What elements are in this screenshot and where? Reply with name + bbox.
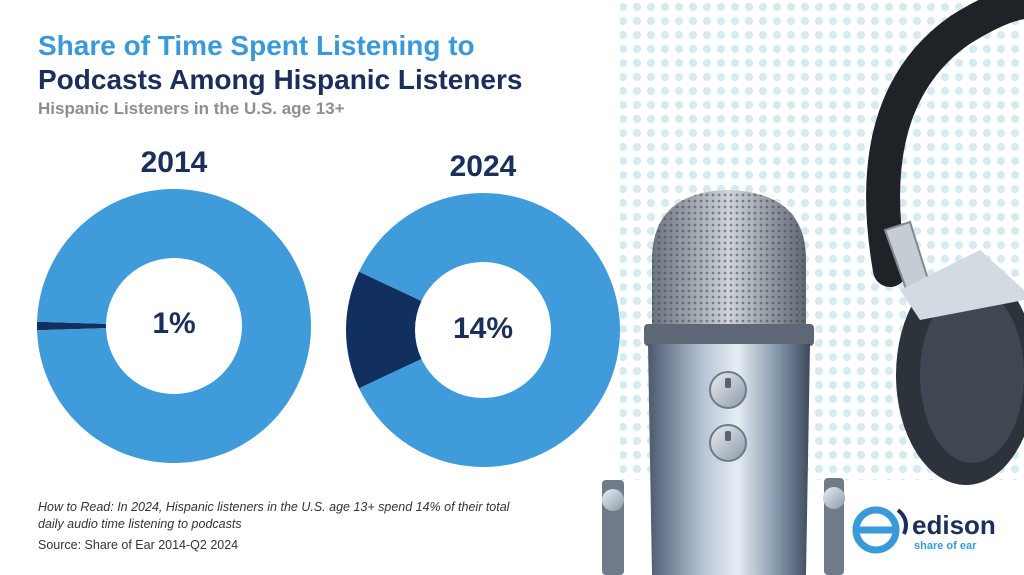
chart-2014-center-label: 1% — [152, 307, 196, 340]
decorative-artwork — [602, 0, 1024, 575]
source-note: Source: Share of Ear 2014-Q2 2024 — [38, 538, 239, 552]
donut-2024 — [346, 193, 620, 467]
edison-logo-tagline: share of ear — [914, 540, 977, 552]
edison-logo-text: edison — [912, 510, 996, 540]
donut-2014 — [37, 188, 312, 463]
title-line-1: Share of Time Spent Listening to — [38, 30, 475, 61]
microphone-image — [602, 190, 845, 575]
how-to-read-note: How to Read: In 2024, Hispanic listeners… — [38, 500, 510, 531]
chart-2024-year: 2024 — [449, 150, 517, 183]
headphones-image — [866, 0, 1024, 485]
subtitle: Hispanic Listeners in the U.S. age 13+ — [38, 99, 345, 118]
donut-slice-podcasts — [346, 271, 422, 389]
donut-slice-other — [37, 188, 312, 463]
donut-slice-other — [359, 193, 620, 467]
chart-2024-center-label: 14% — [452, 312, 514, 345]
donut-slice-podcasts — [37, 321, 107, 331]
edison-logo-icon — [852, 506, 908, 554]
title-line-2: Podcasts Among Hispanic Listeners — [38, 64, 523, 95]
chart-2014-year: 2014 — [140, 146, 208, 179]
